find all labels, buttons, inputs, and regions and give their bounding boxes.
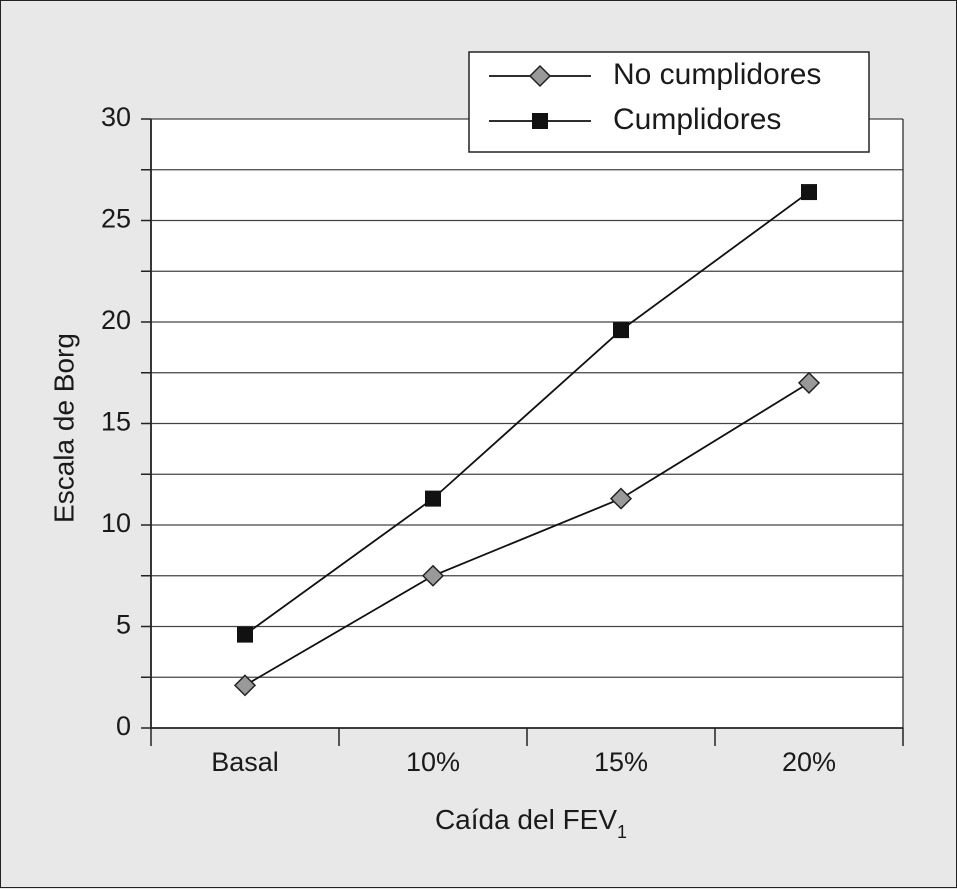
x-axis-ticks: Basal 10% 15% 20%: [150, 728, 904, 777]
square-marker: [801, 184, 817, 201]
x-tick-label: 10%: [406, 747, 460, 777]
legend-box: [468, 51, 870, 153]
y-axis-ticks: 0 5 10 15 20 25 30: [101, 102, 151, 741]
legend-marker-1: [532, 113, 548, 129]
legend-marker-0: [528, 64, 552, 88]
diamond-marker: [421, 564, 445, 587]
y-tick-label: 10: [101, 508, 131, 538]
gridlines: [151, 118, 903, 678]
series-line-0: [244, 382, 810, 687]
y-tick-label: 5: [116, 610, 131, 640]
legend-label-0: No cumplidores: [613, 58, 821, 91]
legend: No cumplidores Cumplidores: [468, 51, 870, 153]
y-tick-label: 30: [101, 102, 131, 132]
y-tick-label: 0: [116, 711, 131, 741]
square-marker: [425, 490, 441, 507]
square-marker: [613, 322, 629, 339]
diamond-marker: [609, 487, 633, 510]
y-tick-label: 25: [101, 204, 131, 234]
x-tick-label: Basal: [211, 747, 279, 777]
y-axis-title: Escala de Borg: [48, 333, 79, 523]
x-axis-title-subscript: 1: [617, 822, 627, 842]
x-tick-label: 20%: [782, 747, 836, 777]
x-tick-label: 15%: [594, 747, 648, 777]
x-axis-title: Caída del FEV1: [435, 804, 627, 842]
series-line-1: [244, 191, 810, 636]
legend-label-1: Cumplidores: [613, 103, 781, 136]
diamond-marker: [233, 674, 257, 697]
series-markers: [233, 184, 821, 697]
y-tick-label: 15: [101, 407, 131, 437]
square-marker: [237, 626, 253, 643]
x-axis-title-main: Caída del FEV: [435, 804, 617, 835]
y-tick-label: 20: [101, 305, 131, 335]
series-lines: [244, 191, 810, 687]
diamond-marker: [797, 371, 821, 394]
